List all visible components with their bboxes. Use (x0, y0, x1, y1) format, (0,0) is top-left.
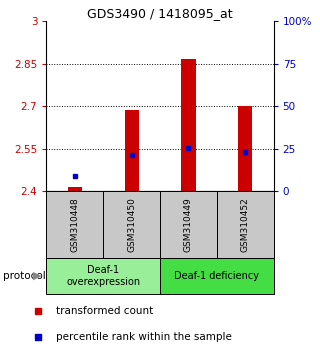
Bar (238, 106, 252, 191)
Bar (103, 191, 160, 258)
Text: Deaf-1
overexpression: Deaf-1 overexpression (66, 265, 140, 287)
Bar (124, 110, 139, 191)
Text: transformed count: transformed count (56, 306, 154, 316)
Text: percentile rank within the sample: percentile rank within the sample (56, 332, 232, 342)
Bar (68, 187, 82, 191)
Text: GSM310452: GSM310452 (241, 198, 250, 252)
Text: GSM310449: GSM310449 (184, 198, 193, 252)
Title: GDS3490 / 1418095_at: GDS3490 / 1418095_at (87, 7, 233, 20)
Text: protocol: protocol (3, 271, 46, 281)
Bar (46, 191, 103, 258)
Bar (160, 191, 217, 258)
Bar (181, 59, 196, 191)
Text: ▶: ▶ (33, 271, 41, 281)
Text: GSM310448: GSM310448 (70, 198, 79, 252)
Text: Deaf-1 deficiency: Deaf-1 deficiency (174, 271, 259, 281)
Text: GSM310450: GSM310450 (127, 197, 136, 252)
Bar (46, 258, 160, 294)
Bar (160, 258, 274, 294)
Bar (217, 191, 274, 258)
